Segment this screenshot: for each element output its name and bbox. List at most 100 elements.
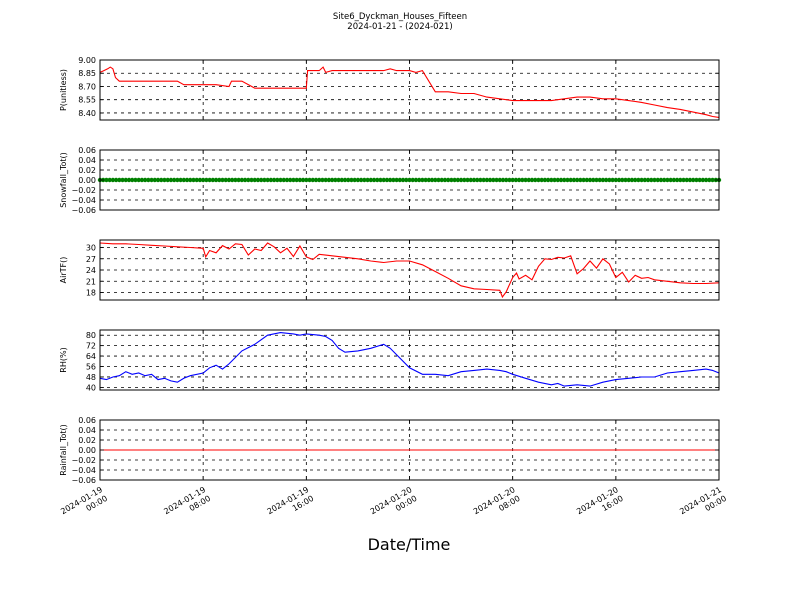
data-point <box>181 177 187 183</box>
data-point <box>558 177 564 183</box>
data-point <box>471 177 477 183</box>
data-point <box>384 177 390 183</box>
data-point <box>542 177 548 183</box>
data-point <box>620 177 625 183</box>
data-point <box>707 177 712 183</box>
data-point <box>317 177 322 183</box>
data-point <box>378 177 383 183</box>
data-point <box>162 177 167 183</box>
data-point <box>149 177 154 183</box>
data-point <box>239 177 245 183</box>
data-point <box>365 177 370 183</box>
data-point <box>246 177 251 183</box>
data-point <box>381 177 386 183</box>
data-point <box>681 177 686 183</box>
data-point <box>258 177 264 183</box>
data-point <box>626 177 631 183</box>
series-line <box>99 66 720 118</box>
y-tick-label: 0.02 <box>78 166 96 175</box>
data-point <box>410 177 415 183</box>
data-point <box>632 177 638 183</box>
data-point <box>494 177 499 183</box>
y-tick-label: −0.02 <box>71 456 96 465</box>
y-tick-label: 40 <box>86 383 96 392</box>
data-point <box>139 177 145 183</box>
data-point <box>649 177 654 183</box>
data-point <box>217 177 222 183</box>
data-point <box>613 177 619 183</box>
data-point <box>394 177 399 183</box>
data-point <box>439 177 444 183</box>
data-point <box>597 177 602 183</box>
data-point <box>391 177 396 183</box>
y-tick-label: 80 <box>86 331 96 340</box>
data-point <box>358 177 364 183</box>
data-point <box>349 177 354 183</box>
data-point <box>165 177 170 183</box>
y-tick-label: 8.55 <box>78 96 96 105</box>
data-point <box>710 177 715 183</box>
data-point <box>133 177 138 183</box>
data-point <box>703 177 709 183</box>
data-point <box>491 177 496 183</box>
data-point <box>603 177 609 183</box>
data-point <box>581 177 586 183</box>
data-point <box>578 177 583 183</box>
data-point <box>123 177 128 183</box>
y-tick-label: −0.02 <box>71 186 96 195</box>
subplot-3: 30 27 24 21 18 AirTF() <box>59 239 720 301</box>
y-tick-label: 27 <box>86 255 96 264</box>
data-point <box>562 177 567 183</box>
data-point <box>668 177 673 183</box>
data-point <box>433 177 438 183</box>
data-point <box>516 177 522 183</box>
data-point <box>423 177 428 183</box>
data-point <box>429 177 435 183</box>
y-tick-label: 72 <box>86 342 96 351</box>
y-tick-label: 8.40 <box>78 109 96 118</box>
x-tick-label: 2024-01-2000:00 <box>369 485 419 525</box>
data-point <box>671 177 677 183</box>
data-point <box>313 177 319 183</box>
y-axis-label: P(unitless) <box>59 69 68 111</box>
data-point <box>136 177 141 183</box>
data-point <box>484 177 490 183</box>
data-point <box>294 177 299 183</box>
x-tick-label: 2024-01-2016:00 <box>575 485 625 525</box>
data-point <box>468 177 473 183</box>
data-point <box>262 177 267 183</box>
y-tick-label: 8.70 <box>78 82 96 91</box>
data-point <box>223 177 228 183</box>
y-tick-label: 0.06 <box>78 416 96 425</box>
data-point <box>368 177 374 183</box>
y-tick-label: 0.00 <box>78 446 96 455</box>
y-tick-label: 21 <box>86 277 96 286</box>
x-tick-label: 2024-01-1900:00 <box>59 485 109 525</box>
data-point <box>130 177 135 183</box>
data-point <box>213 177 219 183</box>
subplot-5: 0.060.040.020.00−0.02−0.04−0.06Rainfall_… <box>59 416 720 485</box>
data-point <box>252 177 257 183</box>
data-point <box>636 177 641 183</box>
data-point <box>255 177 261 183</box>
data-point <box>336 177 341 183</box>
data-point <box>568 177 573 183</box>
data-point <box>404 177 409 183</box>
data-point <box>529 177 535 183</box>
data-point <box>346 177 351 183</box>
x-axis-label: Date/Time <box>368 535 451 554</box>
series-line <box>99 332 720 387</box>
y-axis-label: Snowfall_Tot() <box>59 152 68 208</box>
series-line <box>99 242 720 299</box>
y-tick-label: 24 <box>86 266 96 275</box>
data-point <box>565 177 570 183</box>
data-point <box>584 177 590 183</box>
subplot-1: 9.00 8.85 8.70 8.55 8.40 P(unitless) <box>59 56 720 121</box>
data-point <box>178 177 183 183</box>
x-tick-label: 2024-01-2100:00 <box>678 485 728 525</box>
data-point <box>594 177 599 183</box>
data-point <box>694 177 699 183</box>
data-point <box>687 177 693 183</box>
